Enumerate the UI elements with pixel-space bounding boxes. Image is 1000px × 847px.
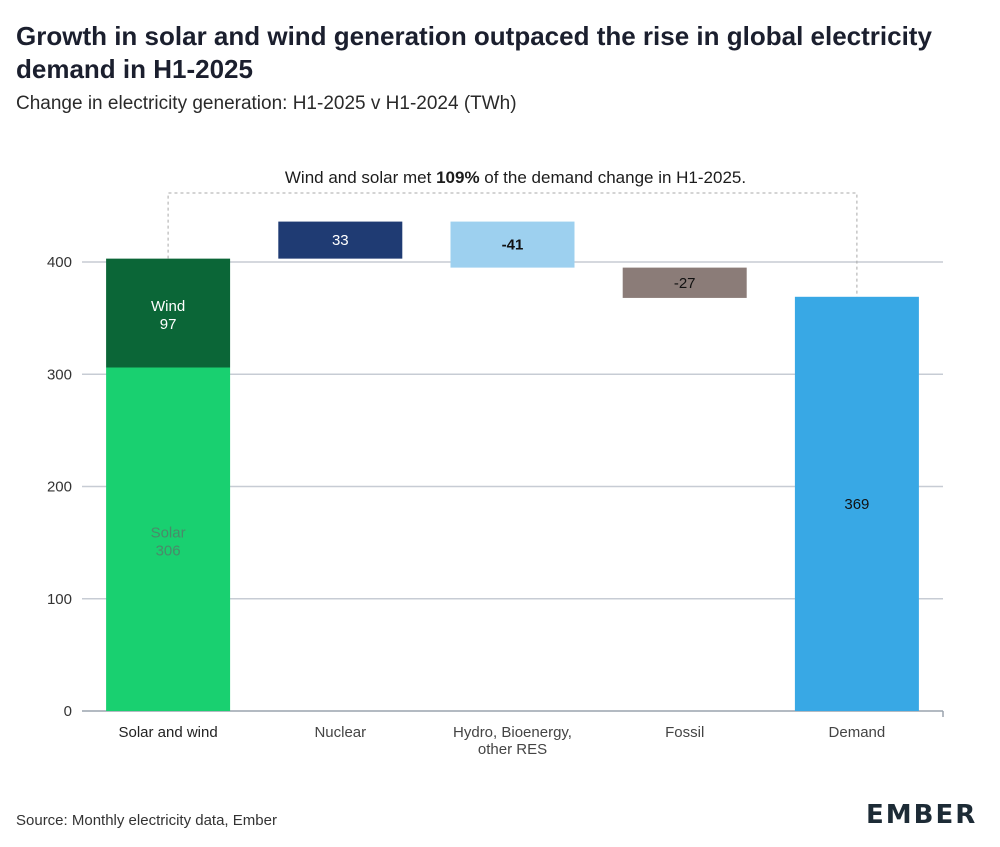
ember-logo: EMBER [866, 800, 978, 830]
source-note: Source: Monthly electricity data, Ember [16, 812, 277, 829]
bar [794, 296, 919, 711]
bar-data-label: 369 [844, 496, 869, 513]
bar-segment-solar [106, 367, 231, 711]
bar-data-label: 33 [332, 232, 349, 249]
x-category-label: Demand [829, 724, 886, 741]
y-tick-label: 300 [47, 366, 72, 383]
annotation-text: Wind and solar met 109% of the demand ch… [285, 168, 746, 187]
x-category-label: Nuclear [314, 724, 366, 741]
chart-subtitle: Change in electricity generation: H1-202… [16, 93, 517, 114]
y-tick-label: 400 [47, 254, 72, 271]
bar-label-value: 97 [160, 316, 177, 333]
bar-label-name: Wind [151, 298, 185, 315]
bar-label-value: 306 [156, 542, 181, 559]
x-category-label: Hydro, Bioenergy, [453, 724, 572, 741]
bar-data-label: -41 [502, 237, 524, 254]
y-tick-label: 200 [47, 479, 72, 496]
annotation-bracket [167, 192, 858, 297]
y-tick-label: 0 [64, 703, 72, 720]
bar [450, 221, 575, 268]
bar [622, 267, 747, 298]
x-category-label: Solar and wind [118, 724, 217, 741]
x-category-label: Fossil [665, 724, 704, 741]
bar [278, 221, 403, 259]
x-category-label: other RES [478, 741, 547, 758]
bar-segment-wind [106, 258, 231, 368]
bar-label-name: Solar [151, 524, 186, 541]
bar-data-label: -27 [674, 275, 696, 292]
chart-title: Growth in solar and wind generation outp… [16, 21, 932, 84]
y-tick-label: 100 [47, 591, 72, 608]
